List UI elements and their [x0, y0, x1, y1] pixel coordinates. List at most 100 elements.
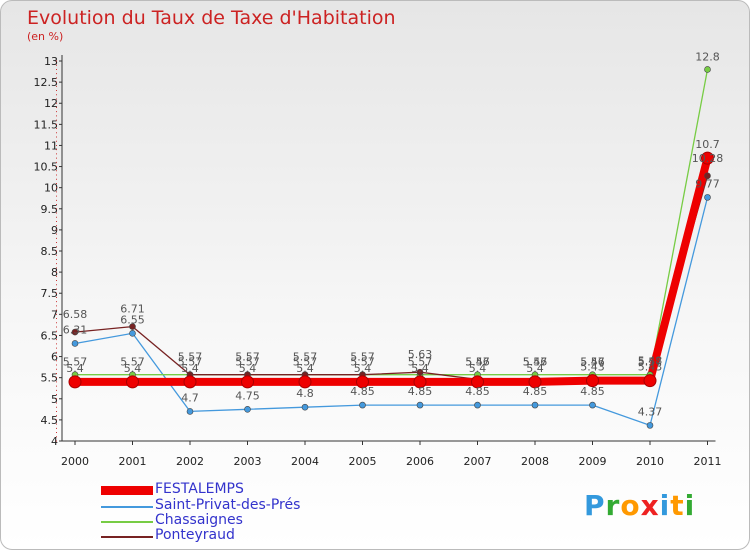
data-label: 5.4 [354, 362, 372, 375]
data-label: 6.31 [63, 323, 88, 336]
series-line [74, 68, 709, 376]
data-point [356, 375, 369, 389]
y-tick-label: 6.5 [41, 329, 59, 342]
data-point [413, 375, 427, 389]
data-label: 5.46 [580, 355, 605, 368]
data-label: 5.43 [580, 361, 605, 374]
data-label: 5.4 [181, 362, 199, 375]
data-points [68, 66, 714, 429]
data-label: 4.85 [408, 385, 433, 398]
data-point [71, 340, 79, 347]
data-label: 5.63 [408, 348, 433, 361]
data-point [68, 375, 82, 389]
data-label: 5.4 [469, 362, 487, 375]
y-tick-label: 9.5 [41, 203, 59, 216]
data-point [244, 406, 251, 413]
data-point [71, 328, 79, 336]
data-point [129, 323, 136, 330]
data-label: 5.4 [411, 362, 429, 375]
legend-item-festalemps: FESTALEMPS [101, 481, 361, 499]
data-label: 4.85 [580, 385, 605, 398]
data-point [646, 422, 654, 429]
proxiti-logo: Proxiti [584, 489, 695, 522]
data-point [359, 401, 366, 409]
data-label: 5.57 [638, 356, 663, 369]
series-lines [71, 68, 712, 427]
y-tick-label: 10.5 [34, 161, 59, 174]
logo-letter: i [659, 489, 671, 522]
data-label: 6.55 [120, 313, 145, 326]
data-label: 5.57 [63, 356, 88, 369]
data-label: 5.57 [120, 356, 145, 369]
axes: 4 4.5 5 5.5 6 6.5 7 7.5 8 8.5 9 9.5 10 10.5 11 11.5 12 12… [34, 55, 722, 468]
legend-label: Chassaignes [155, 512, 243, 528]
data-label: 10.28 [692, 152, 724, 165]
legend-item-saint-privat-des-pres: Saint-Privat-des-Prés [101, 497, 361, 515]
legend-swatch [101, 536, 153, 538]
data-label: 4.85 [465, 385, 490, 398]
data-label: 5.43 [638, 361, 663, 374]
data-label: 5.57 [408, 356, 433, 369]
y-tick-label: 10 [44, 182, 58, 195]
y-tick-label: 11 [44, 139, 58, 152]
y-tick-label: 11.5 [34, 118, 59, 131]
legend-item-ponteyraud: Ponteyraud [101, 527, 361, 545]
chart-title: Evolution du Taux de Taxe d'Habitation [27, 7, 396, 29]
x-tick-label: 2008 [521, 455, 549, 468]
data-point [471, 375, 484, 389]
data-label: 6.58 [63, 308, 88, 321]
data-point [586, 374, 599, 388]
data-point [701, 151, 714, 165]
data-label: 9.77 [695, 177, 720, 190]
data-label: 4.37 [638, 405, 663, 418]
data-label: 5.57 [350, 351, 375, 364]
data-point [416, 368, 424, 376]
y-tick-label: 6 [51, 351, 58, 364]
data-point [704, 194, 711, 201]
y-tick-label: 5 [51, 393, 58, 406]
logo-letter: t [670, 489, 685, 522]
data-label: 5.46 [523, 355, 548, 368]
data-point [704, 172, 711, 180]
y-tick-label: 8.5 [41, 245, 59, 258]
data-label: 5.57 [178, 351, 203, 364]
y-tick-label: 9 [51, 224, 58, 237]
x-tick-label: 2002 [176, 455, 204, 468]
data-label: 5.4 [296, 362, 314, 375]
x-tick-label: 2009 [579, 455, 607, 468]
y-tick-label: 7.5 [41, 287, 59, 300]
data-point [301, 403, 309, 411]
logo-letter: o [620, 489, 641, 522]
y-tick-label: 12.5 [34, 76, 59, 89]
legend-label: Ponteyraud [155, 527, 235, 543]
data-point [298, 375, 312, 389]
data-label: 5.4 [66, 362, 84, 375]
x-tick-label: 2011 [694, 455, 722, 468]
x-tick-label: 2001 [119, 455, 147, 468]
x-tick-label: 2006 [406, 455, 434, 468]
logo-letter: r [605, 489, 621, 522]
data-point [474, 401, 481, 409]
y-tick-label: 4 [51, 435, 58, 448]
data-label: 5.57 [523, 356, 548, 369]
data-label: 4.7 [181, 391, 199, 404]
data-label: 5.57 [235, 356, 260, 369]
data-label: 5.57 [580, 356, 605, 369]
data-point [416, 401, 424, 409]
data-point [704, 66, 711, 73]
data-label: 5.4 [239, 362, 257, 375]
x-tick-label: 2004 [291, 455, 319, 468]
y-tick-label: 12 [44, 97, 58, 110]
data-label: 5.46 [465, 355, 490, 368]
legend-swatch [101, 521, 153, 523]
data-point [129, 330, 136, 337]
data-label: 4.85 [523, 385, 548, 398]
data-point [643, 374, 657, 388]
series-line [71, 154, 712, 386]
y-tick-label: 5.5 [41, 372, 59, 385]
data-point [126, 375, 139, 389]
data-label: 5.57 [465, 356, 490, 369]
x-tick-label: 2007 [464, 455, 492, 468]
data-point [531, 401, 539, 409]
